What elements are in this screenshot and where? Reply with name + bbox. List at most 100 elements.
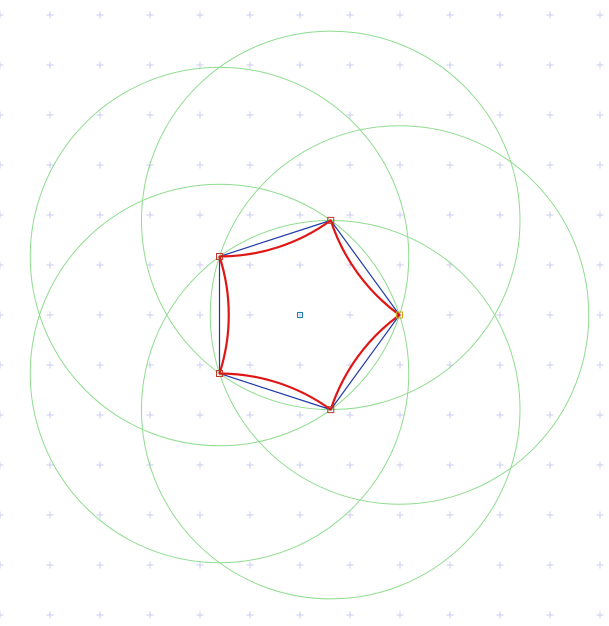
grid-marker bbox=[446, 611, 454, 619]
grid-marker bbox=[246, 61, 254, 69]
grid-marker bbox=[446, 211, 454, 219]
grid-marker bbox=[46, 261, 54, 269]
grid-marker bbox=[46, 361, 54, 369]
grid-marker bbox=[246, 511, 254, 519]
grid-marker bbox=[446, 311, 454, 319]
grid-marker bbox=[296, 111, 304, 119]
grid-marker bbox=[146, 411, 154, 419]
grid-marker bbox=[496, 411, 504, 419]
grid-marker bbox=[246, 461, 254, 469]
grid-marker bbox=[396, 561, 404, 569]
vertex-handle[interactable] bbox=[216, 369, 224, 377]
grid-marker bbox=[296, 461, 304, 469]
grid-marker bbox=[596, 11, 604, 19]
grid-marker bbox=[446, 161, 454, 169]
grid-marker bbox=[46, 161, 54, 169]
center-handle[interactable] bbox=[297, 312, 303, 318]
pentagon-edge bbox=[219, 372, 331, 411]
grid-marker bbox=[396, 261, 404, 269]
grid-marker bbox=[96, 261, 104, 269]
grid-marker bbox=[346, 311, 354, 319]
grid-marker bbox=[396, 61, 404, 69]
grid-marker bbox=[96, 461, 104, 469]
grid-marker bbox=[496, 611, 504, 619]
grid-marker bbox=[196, 211, 204, 219]
grid-marker bbox=[346, 411, 354, 419]
grid-marker bbox=[196, 11, 204, 19]
grid-marker bbox=[596, 211, 604, 219]
grid-marker bbox=[546, 261, 554, 269]
grid-marker bbox=[46, 61, 54, 69]
grid-marker bbox=[396, 161, 404, 169]
grid-marker bbox=[196, 411, 204, 419]
pentagon-edge bbox=[219, 219, 331, 258]
grid-marker bbox=[546, 411, 554, 419]
vertex-handle[interactable] bbox=[396, 311, 403, 319]
grid-marker bbox=[346, 111, 354, 119]
grid-marker bbox=[396, 511, 404, 519]
grid-marker bbox=[146, 361, 154, 369]
grid-marker bbox=[496, 211, 504, 219]
grid-marker bbox=[0, 361, 4, 369]
grid-marker bbox=[396, 211, 404, 219]
grid-marker bbox=[196, 261, 204, 269]
grid-marker bbox=[296, 361, 304, 369]
grid-marker bbox=[396, 361, 404, 369]
grid-marker bbox=[446, 411, 454, 419]
grid-marker bbox=[196, 611, 204, 619]
pentagon-edge bbox=[330, 314, 400, 410]
grid-marker bbox=[0, 211, 4, 219]
grid-marker bbox=[546, 311, 554, 319]
grid-marker bbox=[196, 561, 204, 569]
grid-marker bbox=[346, 161, 354, 169]
vertex-handle[interactable] bbox=[327, 406, 335, 414]
grid-marker bbox=[46, 11, 54, 19]
grid-marker bbox=[96, 211, 104, 219]
grid-marker bbox=[596, 411, 604, 419]
grid-marker bbox=[46, 611, 54, 619]
grid-marker bbox=[246, 11, 254, 19]
grid-marker bbox=[496, 311, 504, 319]
grid-marker bbox=[46, 461, 54, 469]
grid-marker bbox=[246, 411, 254, 419]
grid-marker bbox=[296, 161, 304, 169]
vertex-handle[interactable] bbox=[327, 216, 335, 224]
grid-marker bbox=[396, 461, 404, 469]
grid-marker bbox=[446, 511, 454, 519]
grid-marker bbox=[0, 311, 4, 319]
grid-marker bbox=[496, 111, 504, 119]
grid-marker bbox=[0, 161, 4, 169]
grid-marker bbox=[96, 511, 104, 519]
grid-marker bbox=[196, 111, 204, 119]
grid-marker bbox=[346, 561, 354, 569]
grid-marker bbox=[596, 361, 604, 369]
grid-marker bbox=[446, 461, 454, 469]
grid-marker bbox=[296, 211, 304, 219]
grid-marker bbox=[596, 511, 604, 519]
grid-marker bbox=[246, 161, 254, 169]
grid-marker bbox=[546, 361, 554, 369]
grid-marker bbox=[496, 261, 504, 269]
grid-marker bbox=[546, 61, 554, 69]
grid-marker bbox=[246, 361, 254, 369]
grid-marker bbox=[296, 561, 304, 569]
grid-marker bbox=[46, 211, 54, 219]
grid-marker bbox=[146, 311, 154, 319]
grid-marker bbox=[546, 611, 554, 619]
point-markers[interactable] bbox=[216, 216, 403, 414]
grid-marker bbox=[496, 461, 504, 469]
grid-marker bbox=[496, 161, 504, 169]
grid-marker bbox=[446, 61, 454, 69]
pentagon bbox=[218, 219, 400, 411]
vertex-handle[interactable] bbox=[216, 253, 224, 261]
reuleaux-pentagon bbox=[218, 219, 401, 411]
grid-marker bbox=[596, 611, 604, 619]
grid-marker bbox=[596, 311, 604, 319]
grid-marker bbox=[0, 11, 4, 19]
grid-marker bbox=[346, 461, 354, 469]
grid-marker bbox=[346, 11, 354, 19]
grid-marker bbox=[146, 611, 154, 619]
grid-marker bbox=[96, 411, 104, 419]
